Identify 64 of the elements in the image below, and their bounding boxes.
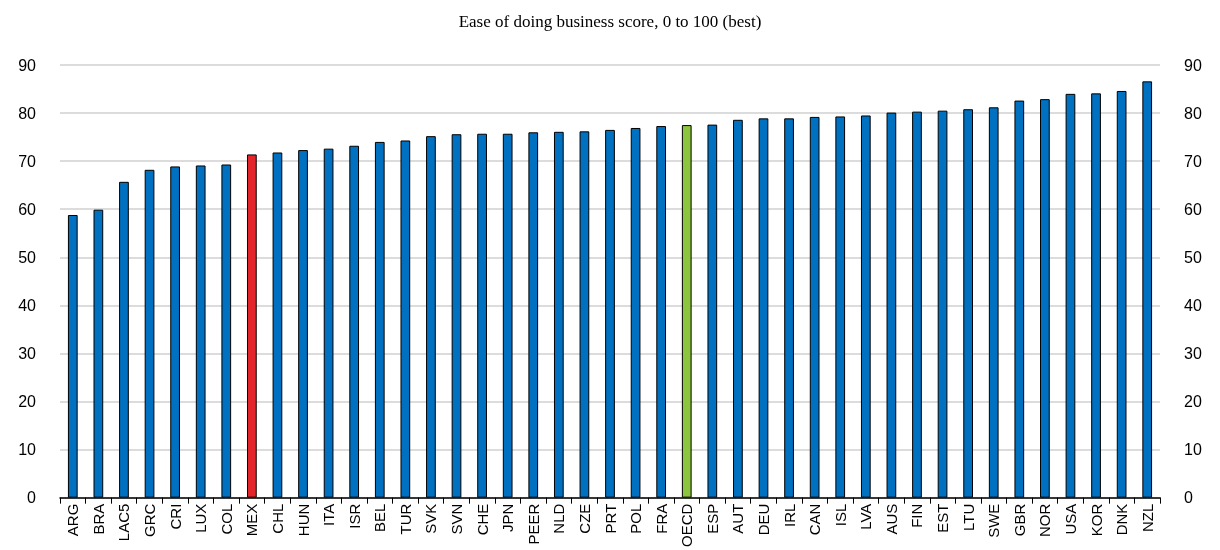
x-tick-label: ISL bbox=[831, 503, 849, 527]
x-tick-label: CZE bbox=[575, 503, 593, 534]
x-tick-label: AUT bbox=[729, 503, 747, 534]
x-tick-label: ESP bbox=[703, 503, 721, 534]
x-tick-label: CHE bbox=[473, 503, 491, 536]
x-tick-label: USA bbox=[1061, 503, 1079, 535]
x-tick-label: POL bbox=[627, 503, 645, 534]
y2-tick-label: 40 bbox=[1184, 296, 1202, 314]
x-tick-label: BEL bbox=[371, 503, 389, 533]
y2-tick-label: 60 bbox=[1184, 200, 1202, 218]
x-tick-label: OECD bbox=[678, 503, 696, 548]
y-tick-label: 40 bbox=[18, 296, 37, 314]
x-tick-label: DNK bbox=[1113, 503, 1131, 536]
x-tick-label: NLD bbox=[550, 503, 568, 534]
x-tick-label: NOR bbox=[1036, 503, 1054, 538]
x-tick-label: BRA bbox=[89, 503, 107, 535]
y-tick-label: 80 bbox=[18, 104, 37, 122]
y-tick-label: 20 bbox=[18, 393, 37, 411]
y-tick-label: 90 bbox=[18, 56, 37, 74]
x-tick-label: MEX bbox=[243, 503, 261, 537]
x-tick-label: NZL bbox=[1138, 503, 1156, 533]
x-tick-label: ARG bbox=[64, 503, 82, 537]
x-tick-label: KOR bbox=[1087, 503, 1105, 537]
y-tick-label: 30 bbox=[18, 344, 37, 362]
x-tick-label: GRC bbox=[141, 503, 159, 538]
x-tick-label: SVN bbox=[448, 503, 466, 535]
y2-tick-label: 10 bbox=[1184, 441, 1202, 459]
x-tick-label: PEER bbox=[524, 503, 542, 545]
x-tick-label: JPN bbox=[499, 503, 517, 533]
y2-tick-label: 50 bbox=[1184, 248, 1202, 266]
x-tick-label: CHL bbox=[268, 503, 286, 534]
y-tick-label: 60 bbox=[18, 200, 37, 218]
chart-title: Ease of doing business score, 0 to 100 (best) bbox=[458, 12, 762, 31]
x-tick-label: ITA bbox=[320, 503, 338, 526]
x-tick-label: SVK bbox=[422, 503, 440, 534]
y2-tick-label: 90 bbox=[1184, 56, 1202, 74]
x-tick-label: CAN bbox=[806, 503, 824, 536]
x-tick-label: EST bbox=[934, 503, 952, 533]
x-tick-label: PRT bbox=[601, 503, 619, 534]
y-tick-label: 0 bbox=[27, 489, 37, 507]
x-tick-label: LTU bbox=[959, 503, 977, 531]
x-tick-label: DEU bbox=[754, 503, 772, 536]
x-tick-label: FIN bbox=[908, 503, 926, 528]
x-tick-label: CRI bbox=[166, 503, 184, 530]
x-tick-label: AUS bbox=[882, 503, 900, 535]
x-tick-label: ISR bbox=[345, 503, 363, 529]
x-tick-label: LAC5 bbox=[115, 503, 133, 542]
y2-tick-label: 20 bbox=[1184, 393, 1202, 411]
x-tick-label: SWE bbox=[985, 503, 1003, 538]
x-tick-label: TUR bbox=[396, 503, 414, 535]
x-tick-label: GBR bbox=[1010, 503, 1028, 537]
x-tick-label: LUX bbox=[192, 503, 210, 533]
x-tick-label: FRA bbox=[652, 503, 670, 534]
x-tick-label: IRL bbox=[780, 503, 798, 528]
y-tick-label: 70 bbox=[18, 152, 37, 170]
y-tick-label: 50 bbox=[18, 248, 37, 266]
y2-tick-label: 80 bbox=[1184, 104, 1202, 122]
x-tick-label: LVA bbox=[857, 503, 875, 530]
x-tick-label: COL bbox=[217, 503, 235, 535]
y2-tick-label: 70 bbox=[1184, 152, 1202, 170]
y2-tick-label: 0 bbox=[1184, 489, 1193, 507]
y2-tick-label: 30 bbox=[1184, 344, 1202, 362]
x-tick-label: HUN bbox=[294, 503, 312, 537]
y-tick-label: 10 bbox=[18, 441, 37, 459]
